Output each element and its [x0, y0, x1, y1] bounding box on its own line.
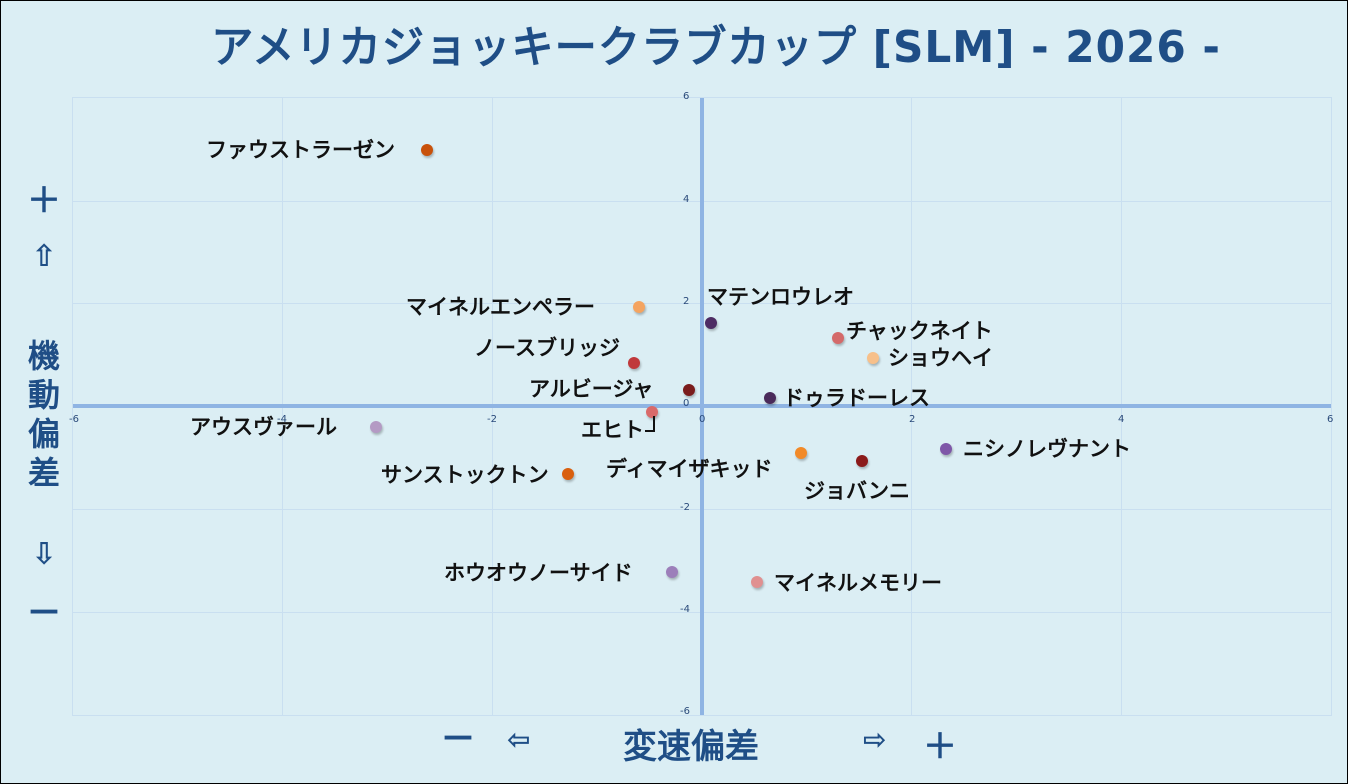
x-minus-icon: —: [443, 719, 473, 754]
y-tick: -2: [680, 502, 690, 513]
right-arrow-icon: ⇨: [863, 723, 887, 756]
data-point: [866, 351, 879, 364]
data-point: [683, 383, 696, 396]
data-label: マイネルエンペラー: [406, 295, 595, 319]
x-tick: 6: [1327, 414, 1334, 425]
y-axis-label-group: ＋ ⇧ 機 動 偏 差 ⇩ —: [21, 171, 67, 641]
data-label: マテンロウレオ: [707, 285, 854, 309]
data-label: チャックネイト: [846, 319, 993, 343]
x-tick: -4: [277, 414, 287, 425]
left-arrow-icon: ⇦: [507, 723, 531, 756]
data-label: ドゥラドーレス: [783, 386, 930, 410]
x-tick: 0: [699, 414, 706, 425]
data-point: [764, 392, 777, 405]
plot-area: -6 -4 -2 0 2 4 6 6 4 2 0 -2 -4 -6: [69, 91, 1334, 717]
y-axis-char-3: 偏: [27, 415, 60, 453]
data-point: [705, 316, 718, 329]
x-tick: 4: [1118, 414, 1125, 425]
x-tick: 2: [909, 414, 916, 425]
data-point: [832, 331, 845, 344]
y-axis-char-2: 動: [27, 376, 60, 414]
data-point: [750, 576, 763, 589]
data-point: [645, 405, 658, 418]
data-point: [421, 143, 434, 156]
data-point: [665, 566, 678, 579]
data-label: ホウオウノーサイド: [444, 561, 633, 585]
up-arrow-icon: ⇧: [31, 239, 57, 274]
x-tick: -2: [487, 414, 497, 425]
y-tick: 2: [683, 296, 690, 307]
data-label: マイネルメモリー: [774, 571, 942, 595]
y-tick: 6: [683, 91, 690, 102]
data-point: [627, 357, 640, 370]
data-point: [940, 443, 953, 456]
data-point: [856, 454, 869, 467]
chart-title: アメリカジョッキークラブカップ [SLM] - 2026 -: [211, 22, 1221, 73]
data-label: アウスヴァール: [190, 415, 337, 439]
y-tick: -4: [680, 604, 690, 615]
data-label: ジョバンニ: [804, 479, 911, 503]
y-axis-char-1: 機: [27, 337, 60, 375]
x-tick: -6: [69, 414, 79, 425]
y-axis-char-4: 差: [27, 454, 60, 492]
data-label: ショウヘイ: [888, 346, 993, 370]
data-point: [561, 468, 574, 481]
data-label: ノースブリッジ: [474, 336, 620, 360]
data-point: [794, 447, 807, 460]
data-label: ファウストラーゼン: [206, 138, 395, 162]
plus-icon: ＋: [27, 181, 61, 221]
data-label: アルビージャ: [529, 377, 654, 401]
data-point: [370, 420, 383, 433]
data-point: [633, 300, 646, 313]
data-label: ニシノレヴナント: [963, 437, 1131, 461]
x-axis-label: 変速偏差: [623, 727, 759, 767]
y-tick: 4: [683, 194, 690, 205]
down-arrow-icon: ⇩: [31, 537, 57, 572]
leader-line: [645, 416, 655, 432]
y-tick: 0: [683, 398, 690, 409]
data-label: エヒト: [581, 418, 644, 442]
y-tick: -6: [680, 706, 690, 717]
x-plus-icon: ＋: [923, 727, 957, 767]
minus-icon: —: [29, 593, 59, 628]
data-label: サンストックトン: [381, 463, 549, 487]
data-label: ディマイザキッド: [606, 457, 773, 481]
y-axis-line: [700, 98, 704, 715]
